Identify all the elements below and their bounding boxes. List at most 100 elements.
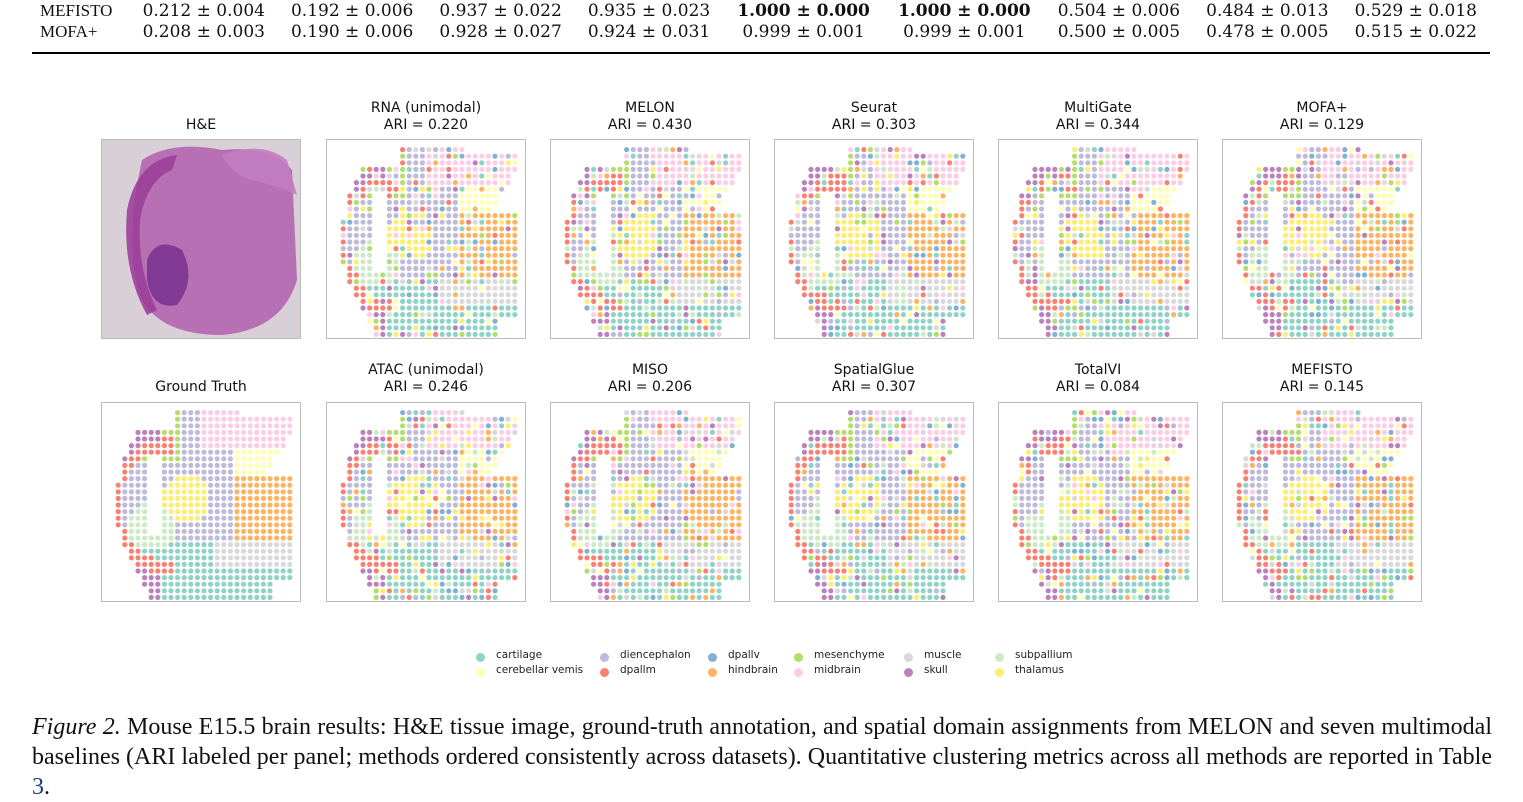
spot (1059, 173, 1064, 178)
spot (221, 436, 226, 441)
spot (446, 173, 451, 178)
spot (1158, 299, 1163, 304)
spot (664, 206, 669, 211)
spot (360, 233, 365, 238)
spot (360, 502, 365, 507)
spot (1138, 200, 1143, 205)
spot (122, 469, 127, 474)
spot (248, 555, 253, 560)
spot (274, 529, 279, 534)
spot (1283, 292, 1288, 297)
spot (168, 450, 173, 455)
spot (287, 529, 292, 534)
spot (492, 299, 497, 304)
spot (479, 463, 484, 468)
spot (426, 588, 431, 593)
spot (195, 417, 200, 422)
spot (677, 319, 682, 324)
spot (934, 239, 939, 244)
spot (828, 325, 833, 330)
spot (637, 312, 642, 317)
spot (473, 522, 478, 527)
spot (1309, 259, 1314, 264)
spot (367, 292, 372, 297)
spot (1303, 299, 1308, 304)
spot (261, 575, 266, 580)
spot (584, 180, 589, 185)
spot (1092, 246, 1097, 251)
spot (479, 502, 484, 507)
spot (815, 200, 820, 205)
spot (1079, 259, 1084, 264)
spot (624, 213, 629, 218)
spot (947, 173, 952, 178)
spot (736, 239, 741, 244)
spot (1402, 272, 1407, 277)
spot (426, 193, 431, 198)
spot (617, 305, 622, 310)
spot (446, 259, 451, 264)
spot (644, 193, 649, 198)
spot (1375, 246, 1380, 251)
spot (1408, 259, 1413, 264)
spot (914, 319, 919, 324)
spot (473, 535, 478, 540)
spot (413, 279, 418, 284)
spot (1296, 332, 1301, 337)
spot (506, 483, 511, 488)
spot (261, 568, 266, 573)
spot (690, 417, 695, 422)
spot (122, 522, 127, 527)
spot (1303, 187, 1308, 192)
spot (506, 568, 511, 573)
spot (201, 582, 206, 587)
spot (624, 226, 629, 231)
spot (479, 489, 484, 494)
spot (440, 292, 445, 297)
spot (808, 226, 813, 231)
spot (835, 167, 840, 172)
spot (1098, 180, 1103, 185)
spot (598, 292, 603, 297)
spot (479, 529, 484, 534)
spot (591, 279, 596, 284)
spot (644, 319, 649, 324)
spot (940, 200, 945, 205)
spot (512, 522, 517, 527)
spot (710, 259, 715, 264)
spot (730, 180, 735, 185)
spot (492, 417, 497, 422)
spot (420, 233, 425, 238)
spot (453, 193, 458, 198)
spot (710, 226, 715, 231)
spot (1362, 246, 1367, 251)
spot (175, 496, 180, 501)
spot (360, 292, 365, 297)
spot (703, 502, 708, 507)
spot (1329, 272, 1334, 277)
spot (499, 430, 504, 435)
spot (1019, 259, 1024, 264)
spot (1098, 173, 1103, 178)
spot (611, 193, 616, 198)
spot (486, 319, 491, 324)
spot (1388, 266, 1393, 271)
spot (407, 450, 412, 455)
spot (861, 332, 866, 337)
spot (347, 220, 352, 225)
spot (459, 279, 464, 284)
spot (1349, 220, 1354, 225)
spot (188, 476, 193, 481)
spot (664, 325, 669, 330)
spot (815, 193, 820, 198)
spot (221, 496, 226, 501)
spot (274, 489, 279, 494)
spot (149, 535, 154, 540)
spot (267, 522, 272, 527)
spot (637, 456, 642, 461)
spot (716, 239, 721, 244)
spot (1362, 319, 1367, 324)
spot (888, 167, 893, 172)
spot (420, 239, 425, 244)
